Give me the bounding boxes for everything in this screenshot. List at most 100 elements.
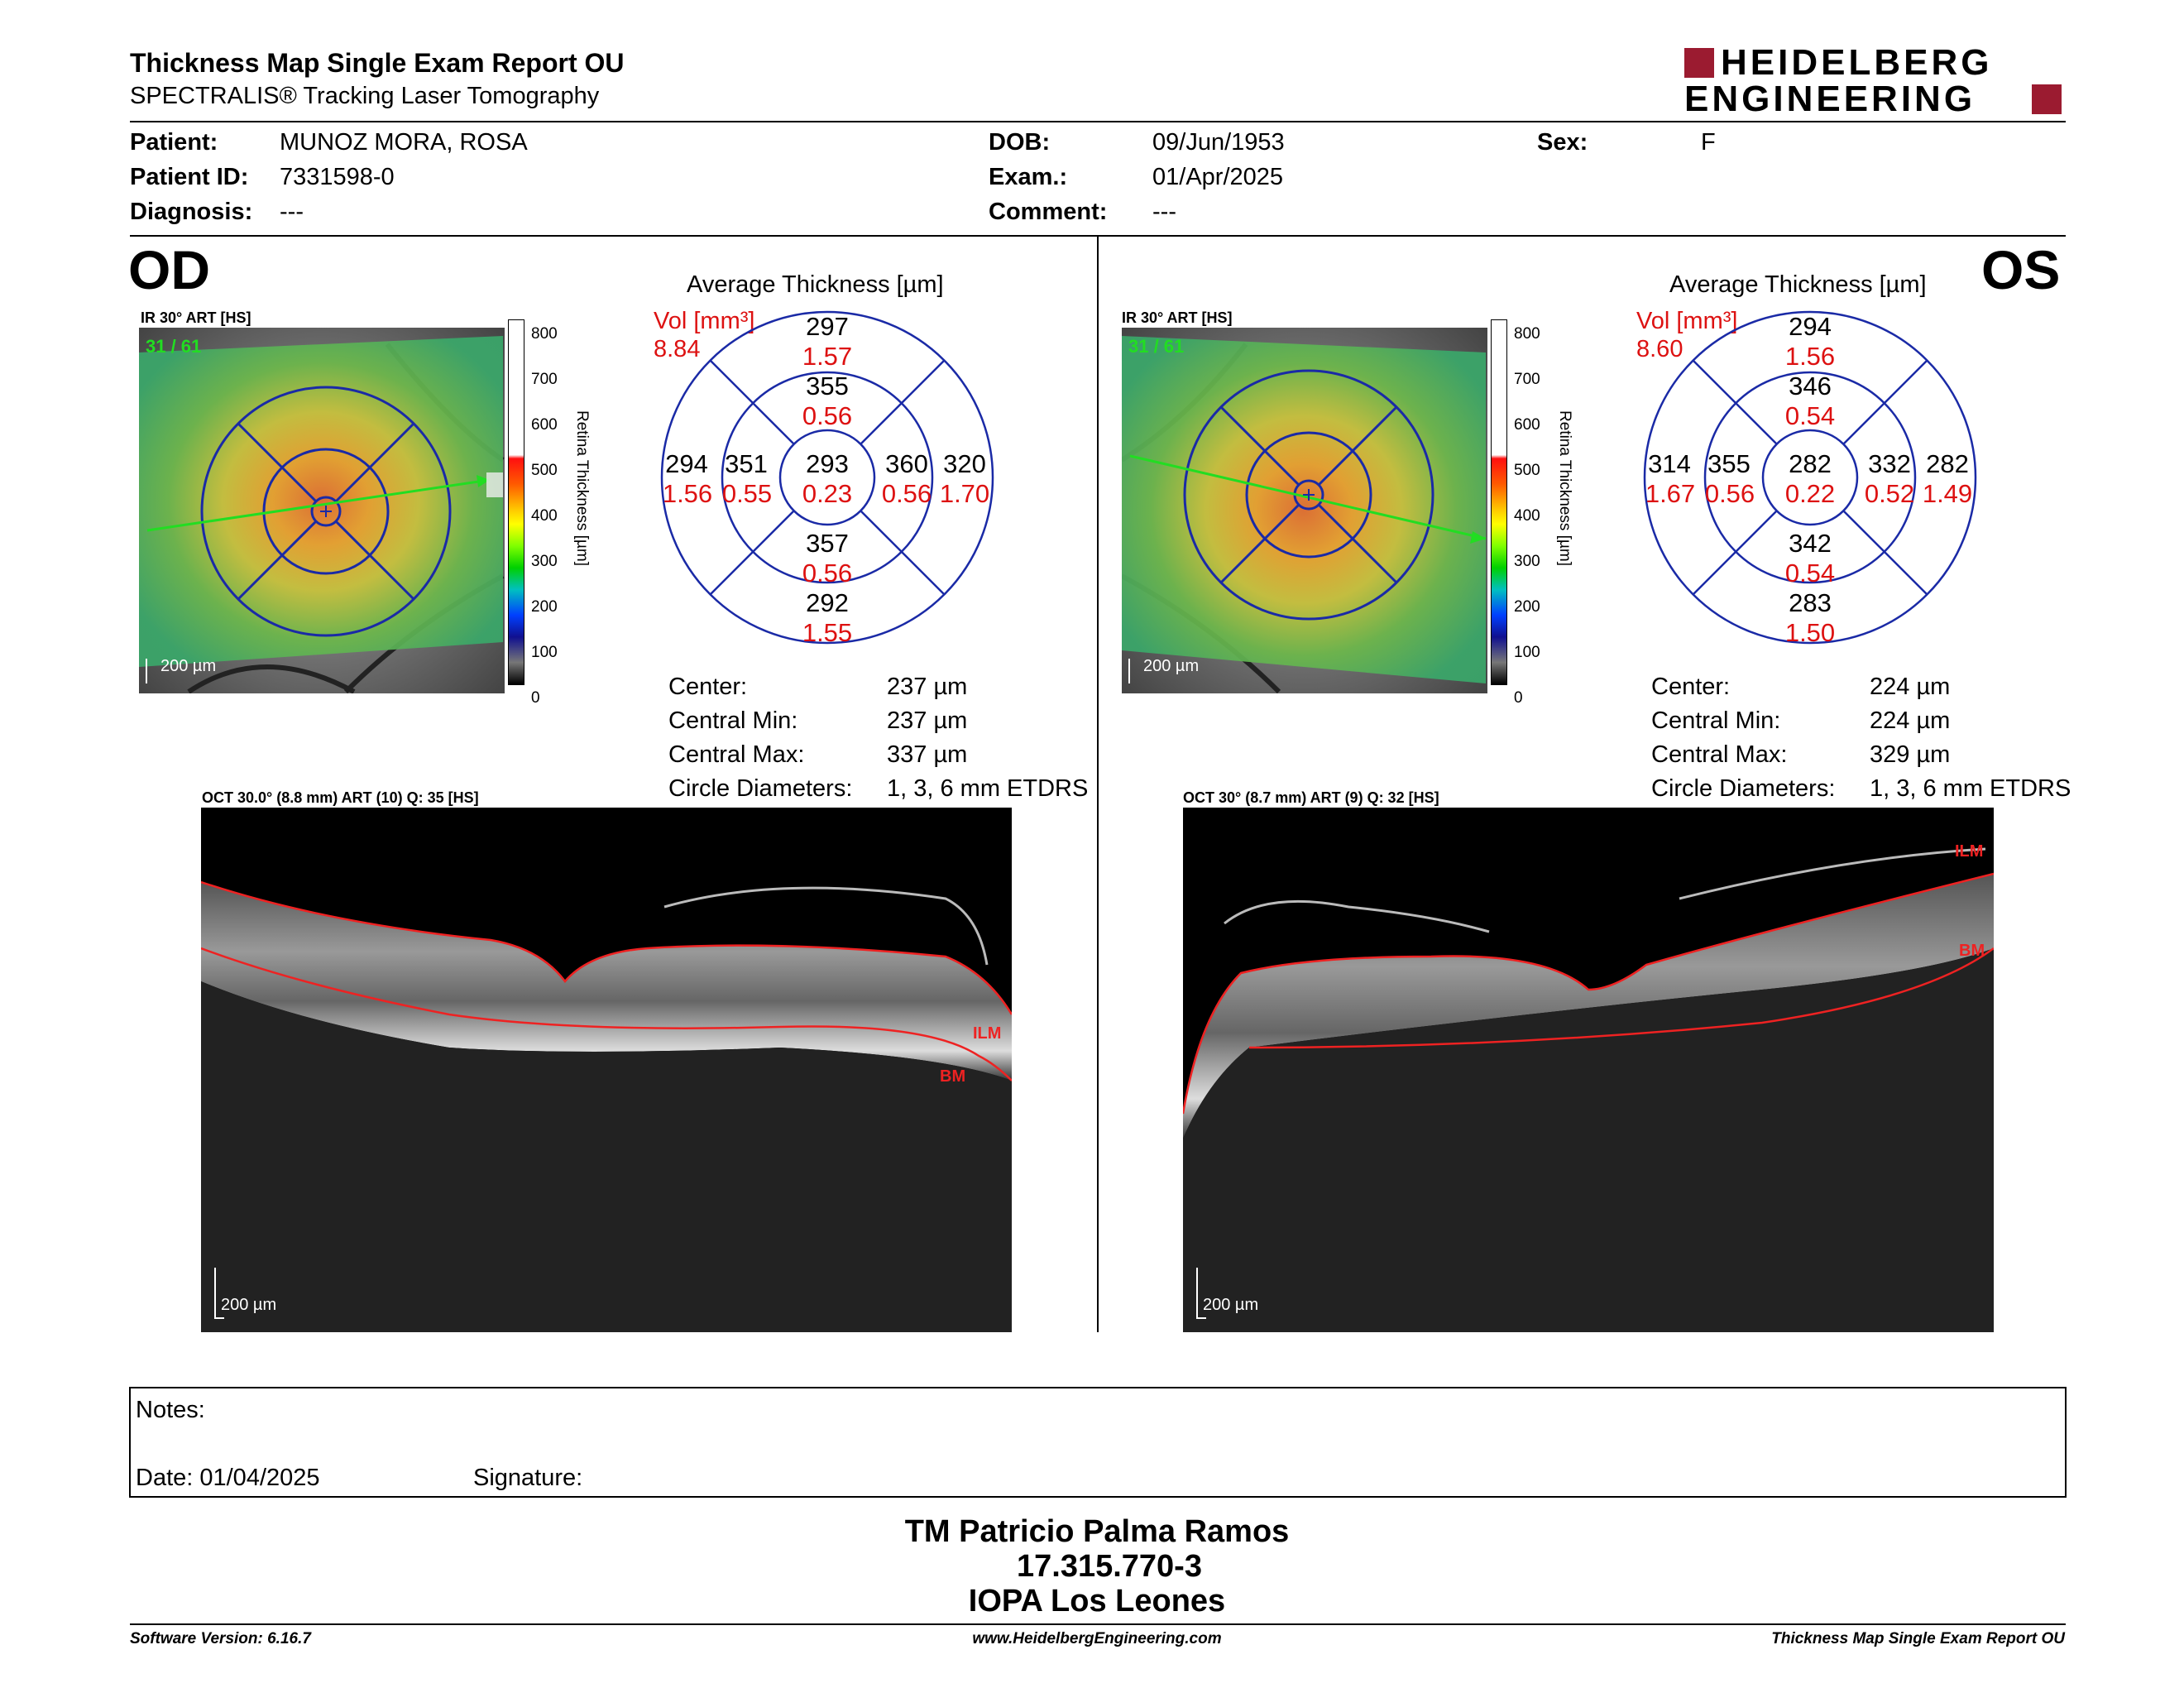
os-eye-label: OS xyxy=(1981,239,2061,300)
od-stat-value: 337 µm xyxy=(887,741,968,768)
od-outer-nasal-thickness: 320 xyxy=(943,449,986,478)
od-oct-label: OCT 30.0° (8.8 mm) ART (10) Q: 35 [HS] xyxy=(202,789,479,806)
od-inner-inf-volume: 0.56 xyxy=(802,559,853,587)
colorbar-tick: 300 xyxy=(531,553,558,570)
os-vol-label: Vol [mm³] xyxy=(1636,308,1738,334)
comment-label: Comment: xyxy=(989,199,1108,225)
os-colorbar: 800 700 600 500 400 300 200 100 0 Retina… xyxy=(1491,319,1573,707)
os-vol-value: 8.60 xyxy=(1636,336,1684,362)
os-oct-scale: 200 µm xyxy=(1203,1296,1259,1314)
os-avg-title: Average Thickness [µm] xyxy=(1669,271,1927,298)
website-link[interactable]: www.HeidelbergEngineering.com xyxy=(972,1630,1222,1647)
od-frames-label: 31 / 61 xyxy=(146,336,202,357)
os-stat-value: 1, 3, 6 mm ETDRS xyxy=(1870,775,2071,802)
exam-value: 01/Apr/2025 xyxy=(1152,164,1284,190)
notes-label: Notes: xyxy=(136,1397,205,1423)
od-outer-sup-volume: 1.57 xyxy=(802,342,853,371)
notes-date: Date: 01/04/2025 xyxy=(136,1465,320,1491)
dob-label: DOB: xyxy=(989,129,1051,156)
od-etdrs-grid: 297 1.57 355 0.56 294 1.56 351 0.55 293 … xyxy=(660,310,994,647)
colorbar-tick: 600 xyxy=(1514,416,1540,434)
colorbar-tick: 800 xyxy=(1514,325,1540,343)
od-outer-inf-thickness: 292 xyxy=(806,588,849,617)
os-stats-labels: Center: Central Min: Central Max: Circle… xyxy=(1651,670,1835,806)
os-outer-nasal-thickness: 314 xyxy=(1648,449,1691,478)
os-outer-nasal-volume: 1.67 xyxy=(1645,479,1696,508)
od-center-thickness: 293 xyxy=(806,449,849,478)
footer-divider xyxy=(130,1623,2066,1625)
od-outer-inf-volume: 1.55 xyxy=(802,618,853,647)
colorbar-tick: 0 xyxy=(531,689,540,707)
colorbar-tick: 500 xyxy=(531,462,558,479)
od-outer-temp-volume: 1.56 xyxy=(662,479,713,508)
sex-label: Sex: xyxy=(1537,129,1588,156)
patient-label: Patient: xyxy=(130,129,218,156)
os-inner-temp-thickness: 332 xyxy=(1868,449,1911,478)
od-stat-label: Circle Diameters: xyxy=(668,775,853,802)
colorbar-tick: 100 xyxy=(1514,644,1540,661)
od-outer-nasal-volume: 1.70 xyxy=(939,479,990,508)
colorbar-tick: 700 xyxy=(531,371,558,388)
od-center-volume: 0.23 xyxy=(802,479,853,508)
os-stat-label: Center: xyxy=(1651,674,1731,700)
os-inner-sup-volume: 0.54 xyxy=(1784,401,1836,430)
od-fundus-scalebar xyxy=(146,659,147,683)
os-oct-scalebar-foot xyxy=(1196,1317,1206,1319)
os-outer-sup-volume: 1.56 xyxy=(1784,342,1836,371)
os-outer-temp-volume: 1.49 xyxy=(1922,479,1973,508)
report-subtitle: SPECTRALIS® Tracking Laser Tomography xyxy=(130,83,600,109)
os-inner-inf-volume: 0.54 xyxy=(1784,559,1836,587)
colorbar-tick: 0 xyxy=(1514,689,1523,707)
od-inner-inf-thickness: 357 xyxy=(806,529,849,558)
od-inner-temp-volume: 0.55 xyxy=(721,479,773,508)
patient-id: 7331598-0 xyxy=(280,164,395,190)
od-ilm-label: ILM xyxy=(973,1024,1002,1043)
os-fundus-scale: 200 µm xyxy=(1143,657,1200,675)
od-fundus-image: 31 / 61 200 µm xyxy=(139,328,505,694)
software-version: Software Version: 6.16.7 xyxy=(130,1630,311,1647)
od-stats-labels: Center: Central Min: Central Max: Circle… xyxy=(668,670,852,806)
os-inner-nasal-thickness: 355 xyxy=(1707,449,1751,478)
colorbar-tick: 600 xyxy=(531,416,558,434)
od-bm-label: BM xyxy=(940,1067,966,1086)
os-stat-value: 224 µm xyxy=(1870,707,1951,734)
colorbar-tick: 700 xyxy=(1514,371,1540,388)
footer-report-name: Thickness Map Single Exam Report OU xyxy=(1771,1630,2065,1647)
od-vol-value: 8.84 xyxy=(654,336,701,362)
os-ilm-label: ILM xyxy=(1955,842,1984,861)
colorbar-tick: 400 xyxy=(531,507,558,525)
os-outer-temp-thickness: 282 xyxy=(1926,449,1969,478)
od-avg-title: Average Thickness [µm] xyxy=(687,271,944,298)
od-outer-temp-thickness: 294 xyxy=(665,449,708,478)
od-fundus-scale: 200 µm xyxy=(160,657,217,675)
signer-name: TM Patricio Palma Ramos xyxy=(904,1514,1290,1549)
od-inner-sup-thickness: 355 xyxy=(806,372,849,400)
os-outer-inf-thickness: 283 xyxy=(1789,588,1832,617)
od-stat-value: 1, 3, 6 mm ETDRS xyxy=(887,775,1089,802)
header-divider xyxy=(130,121,2066,122)
eye-divider xyxy=(1097,237,1099,1332)
notes-signature-label: Signature: xyxy=(473,1465,583,1491)
diagnosis-label: Diagnosis: xyxy=(130,199,253,225)
notes-box[interactable]: Notes: Date: 01/04/2025 Signature: xyxy=(129,1387,2067,1498)
diagnosis-value: --- xyxy=(280,199,304,225)
patient-name: MUNOZ MORA, ROSA xyxy=(280,129,528,156)
os-stat-label: Central Max: xyxy=(1651,741,1788,768)
od-stat-label: Central Min: xyxy=(668,707,798,734)
os-ir-label: IR 30° ART [HS] xyxy=(1122,309,1233,326)
os-stat-value: 224 µm xyxy=(1870,674,1951,700)
od-inner-sup-volume: 0.56 xyxy=(802,401,853,430)
od-oct-scale: 200 µm xyxy=(221,1296,277,1314)
od-oct-scalebar-foot xyxy=(214,1317,224,1319)
od-stat-label: Central Max: xyxy=(668,741,805,768)
os-inner-nasal-volume: 0.56 xyxy=(1704,479,1755,508)
os-inner-inf-thickness: 342 xyxy=(1789,529,1832,558)
od-oct-scalebar xyxy=(214,1268,216,1319)
signer-id: 17.315.770-3 xyxy=(1017,1549,1202,1584)
os-oct-label: OCT 30° (8.7 mm) ART (9) Q: 32 [HS] xyxy=(1183,789,1439,806)
os-fundus-scalebar xyxy=(1128,659,1130,683)
od-inner-temp-thickness: 351 xyxy=(725,449,768,478)
od-stat-label: Center: xyxy=(668,674,748,700)
colorbar-tick: 200 xyxy=(1514,598,1540,616)
od-oct-bscan: ILM BM 200 µm xyxy=(201,808,1012,1332)
